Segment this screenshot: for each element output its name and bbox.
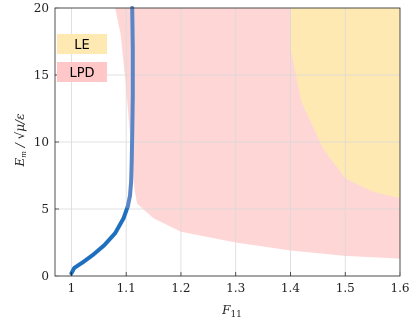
legend-swatch-le bbox=[57, 34, 107, 54]
x-tick-label: 1.6 bbox=[390, 281, 409, 295]
x-tick-label: 1.1 bbox=[117, 281, 136, 295]
series-layer bbox=[69, 6, 135, 276]
y-tick-label: 10 bbox=[34, 135, 49, 149]
x-tick-label: 1.2 bbox=[171, 281, 190, 295]
legend-label-le: LE bbox=[74, 38, 89, 53]
svg-text:F11: F11 bbox=[221, 303, 242, 320]
y-axis-title: Em / √μ/ε bbox=[13, 113, 28, 167]
series-line-lower bbox=[69, 204, 130, 276]
y-tick-label: 20 bbox=[34, 1, 49, 15]
x-tick-label: 1.3 bbox=[226, 281, 245, 295]
legend-swatch-lpd bbox=[57, 62, 107, 82]
svg-text:Em / √μ/ε: Em / √μ/ε bbox=[13, 113, 28, 167]
y-tick-label: 5 bbox=[41, 202, 49, 216]
ticks: 1 1.1 1.2 1.3 1.4 1.5 1.6 0 5 10 15 20 bbox=[34, 1, 410, 295]
legend: LE LPD bbox=[57, 34, 107, 82]
y-tick-label: 15 bbox=[34, 68, 49, 82]
y-tick-label: 0 bbox=[41, 269, 49, 283]
legend-label-lpd: LPD bbox=[69, 66, 94, 81]
x-tick-label: 1.4 bbox=[281, 281, 300, 295]
x-tick-label: 1 bbox=[68, 281, 76, 295]
series-line-upper bbox=[125, 6, 135, 209]
x-axis-title: F11 bbox=[221, 303, 242, 320]
x-tick-label: 1.5 bbox=[336, 281, 355, 295]
